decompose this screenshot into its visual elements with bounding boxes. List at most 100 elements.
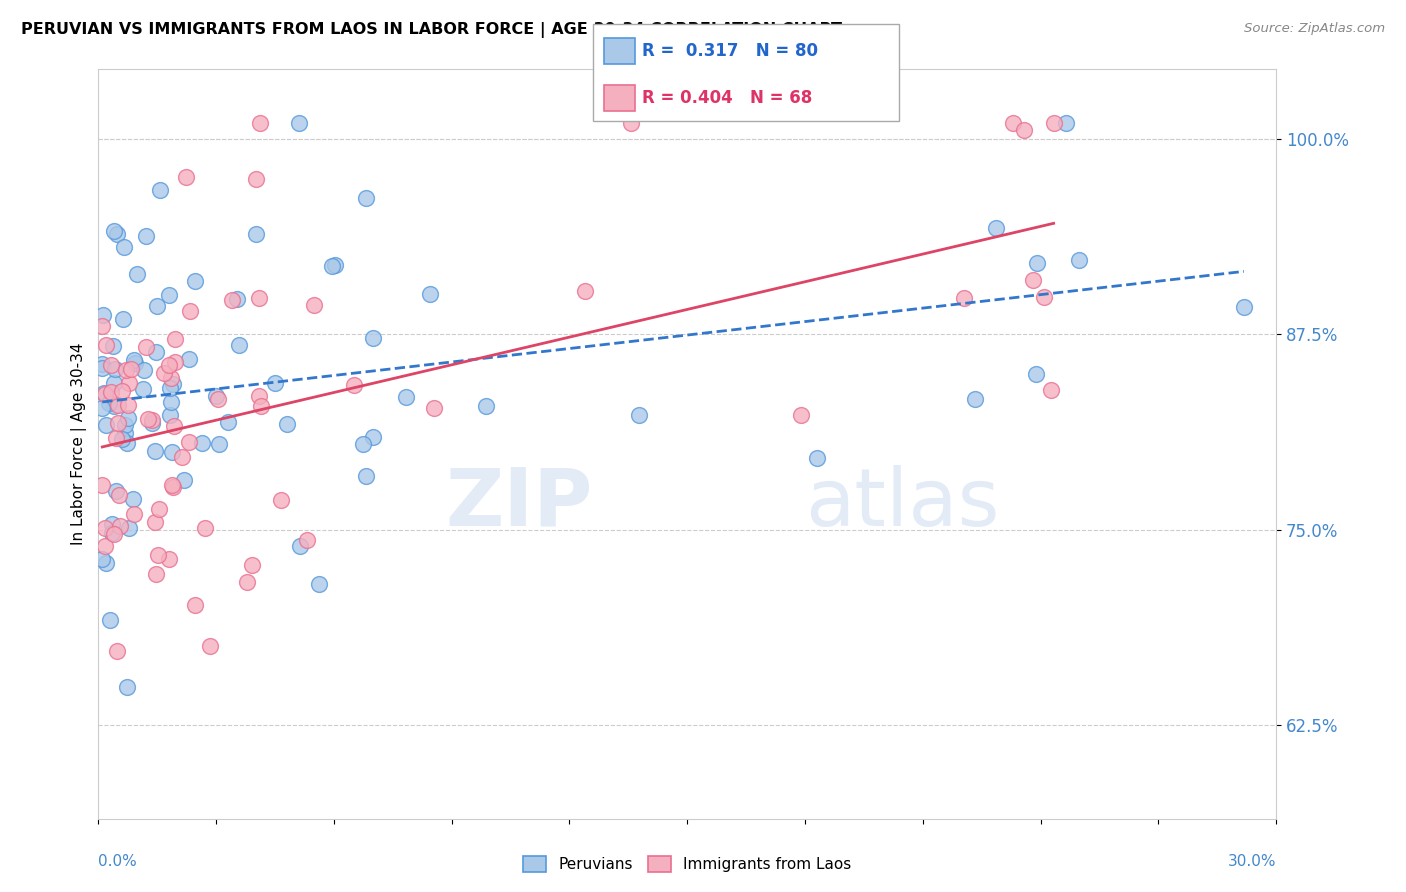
Point (115, 362, 138, 376)
Point (190, 435, 212, 450)
Point (91, 361, 114, 376)
Point (247, 389, 270, 403)
Point (302, 298, 325, 312)
Point (91, 478, 114, 492)
Point (574, 284, 596, 298)
Text: PERUVIAN VS IMMIGRANTS FROM LAOS IN LABOR FORCE | AGE 30-34 CORRELATION CHART: PERUVIAN VS IMMIGRANTS FROM LAOS IN LABO… (21, 22, 842, 38)
Point (145, 345, 167, 359)
Point (111, 432, 134, 446)
Point (1042, 116, 1064, 130)
Point (1040, 383, 1063, 397)
Point (264, 376, 287, 390)
Point (356, 468, 378, 483)
Point (118, 376, 141, 390)
Point (98, 613, 121, 627)
Point (107, 398, 129, 412)
Point (159, 381, 181, 395)
Point (363, 430, 385, 444)
Point (94, 417, 117, 432)
Point (806, 450, 828, 465)
Point (117, 411, 139, 425)
Point (143, 516, 166, 530)
Point (115, 436, 138, 450)
Point (163, 333, 186, 347)
Point (245, 227, 267, 241)
Point (249, 116, 271, 130)
Point (118, 521, 141, 535)
Point (93, 386, 115, 401)
Point (135, 340, 157, 354)
Point (160, 445, 183, 459)
Point (157, 358, 180, 372)
Point (162, 478, 184, 492)
Point (115, 680, 138, 694)
Point (91, 319, 114, 334)
Point (105, 227, 128, 241)
Point (100, 526, 122, 541)
Point (124, 356, 146, 370)
Point (159, 408, 181, 422)
Point (114, 426, 136, 441)
Point (295, 533, 318, 547)
Point (1067, 253, 1090, 268)
Point (120, 362, 142, 376)
Point (245, 172, 267, 186)
Point (1025, 368, 1047, 382)
Text: Source: ZipAtlas.com: Source: ZipAtlas.com (1244, 22, 1385, 36)
Point (94, 540, 117, 554)
Point (1054, 116, 1077, 130)
Point (135, 229, 157, 244)
Point (204, 389, 226, 403)
Text: atlas: atlas (806, 465, 1000, 542)
Point (93, 386, 115, 401)
Point (323, 258, 346, 272)
Point (122, 507, 145, 521)
Point (103, 527, 125, 541)
Point (354, 191, 377, 205)
Point (162, 480, 184, 494)
Point (101, 339, 124, 353)
Point (153, 366, 176, 380)
Point (184, 274, 207, 288)
Point (132, 362, 155, 376)
Point (474, 399, 496, 413)
Point (1012, 123, 1035, 137)
Point (247, 291, 270, 305)
Point (352, 437, 374, 451)
Point (165, 355, 187, 369)
Point (217, 415, 239, 429)
Point (984, 220, 1007, 235)
Point (114, 417, 136, 432)
Legend: Peruvians, Immigrants from Laos: Peruvians, Immigrants from Laos (517, 850, 858, 879)
Point (91, 401, 114, 415)
Point (94, 521, 117, 535)
Point (179, 304, 201, 318)
Point (159, 395, 181, 409)
Point (157, 287, 180, 301)
Point (200, 639, 222, 653)
Point (132, 382, 155, 396)
Point (287, 116, 309, 130)
Point (288, 539, 311, 553)
Point (1022, 273, 1045, 287)
Point (103, 224, 125, 238)
Point (100, 385, 122, 400)
Point (163, 419, 186, 434)
Point (91, 551, 114, 566)
Point (162, 377, 184, 392)
Point (422, 401, 444, 415)
Point (103, 376, 125, 391)
Point (628, 408, 651, 422)
Point (122, 353, 145, 368)
Point (91, 358, 114, 372)
Point (170, 450, 193, 465)
Point (208, 437, 231, 451)
Point (1001, 116, 1024, 130)
Text: 0.0%: 0.0% (98, 855, 138, 870)
Text: R =  0.317   N = 80: R = 0.317 N = 80 (643, 42, 818, 60)
Point (228, 338, 250, 352)
Point (361, 331, 384, 345)
Text: 30.0%: 30.0% (1227, 855, 1277, 870)
Point (105, 431, 128, 445)
Point (963, 392, 986, 406)
